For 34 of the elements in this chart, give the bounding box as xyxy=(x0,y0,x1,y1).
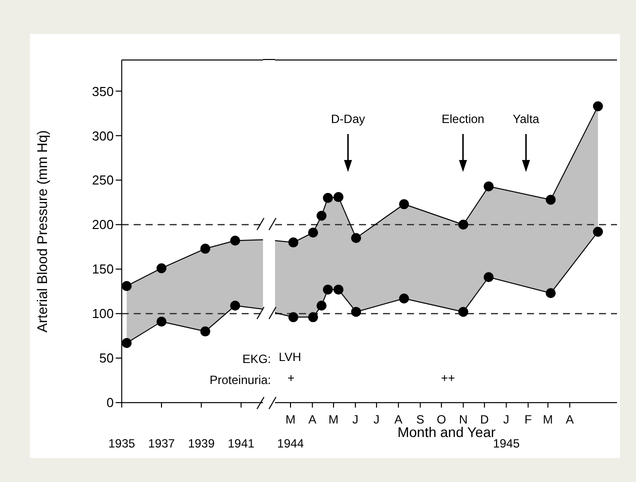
annotation: EKG: xyxy=(242,352,271,366)
annotation: D-Day xyxy=(330,112,366,126)
y-tick-label: 300 xyxy=(92,128,114,144)
annotation: Proteinuria: xyxy=(210,373,271,387)
y-tick-label: 200 xyxy=(92,217,114,232)
x-tick-label: J xyxy=(352,412,358,427)
x-tick-label: M xyxy=(542,412,553,427)
annotation: Yalta xyxy=(512,112,540,126)
x-tick-label: N xyxy=(458,412,468,427)
x-tick-label: F xyxy=(524,412,532,427)
x-tick-label: 1939 xyxy=(188,436,215,451)
y-tick-label: 100 xyxy=(92,306,114,322)
x-tick-label: 1937 xyxy=(148,436,176,451)
x-tick-label: M 1944 xyxy=(277,412,304,451)
annotation: LVH xyxy=(278,350,302,364)
x-tick-label: 1941 xyxy=(228,436,255,451)
annotation: + xyxy=(287,371,294,385)
annotation: Election xyxy=(440,112,486,126)
y-axis-title: Arterial Blood Pressure (mm Hq) xyxy=(34,130,50,332)
x-tick-label: J xyxy=(374,412,380,427)
x-tick-label: 1935 xyxy=(108,436,136,451)
x-tick-label: A xyxy=(394,412,402,427)
annotation: ++ xyxy=(440,371,456,385)
y-tick-label: 150 xyxy=(92,262,114,277)
x-tick-label: A xyxy=(566,412,574,427)
y-tick-label: 350 xyxy=(92,84,114,99)
x-tick-label: O xyxy=(436,412,446,427)
y-tick-label: 0 xyxy=(106,395,114,410)
y-tick-label: 50 xyxy=(99,350,114,366)
x-tick-label: D xyxy=(480,412,490,427)
x-tick-label: M xyxy=(328,412,339,427)
x-tick-label: A xyxy=(308,412,316,427)
y-tick-label: 250 xyxy=(92,172,114,188)
x-tick-label: S xyxy=(416,412,424,427)
